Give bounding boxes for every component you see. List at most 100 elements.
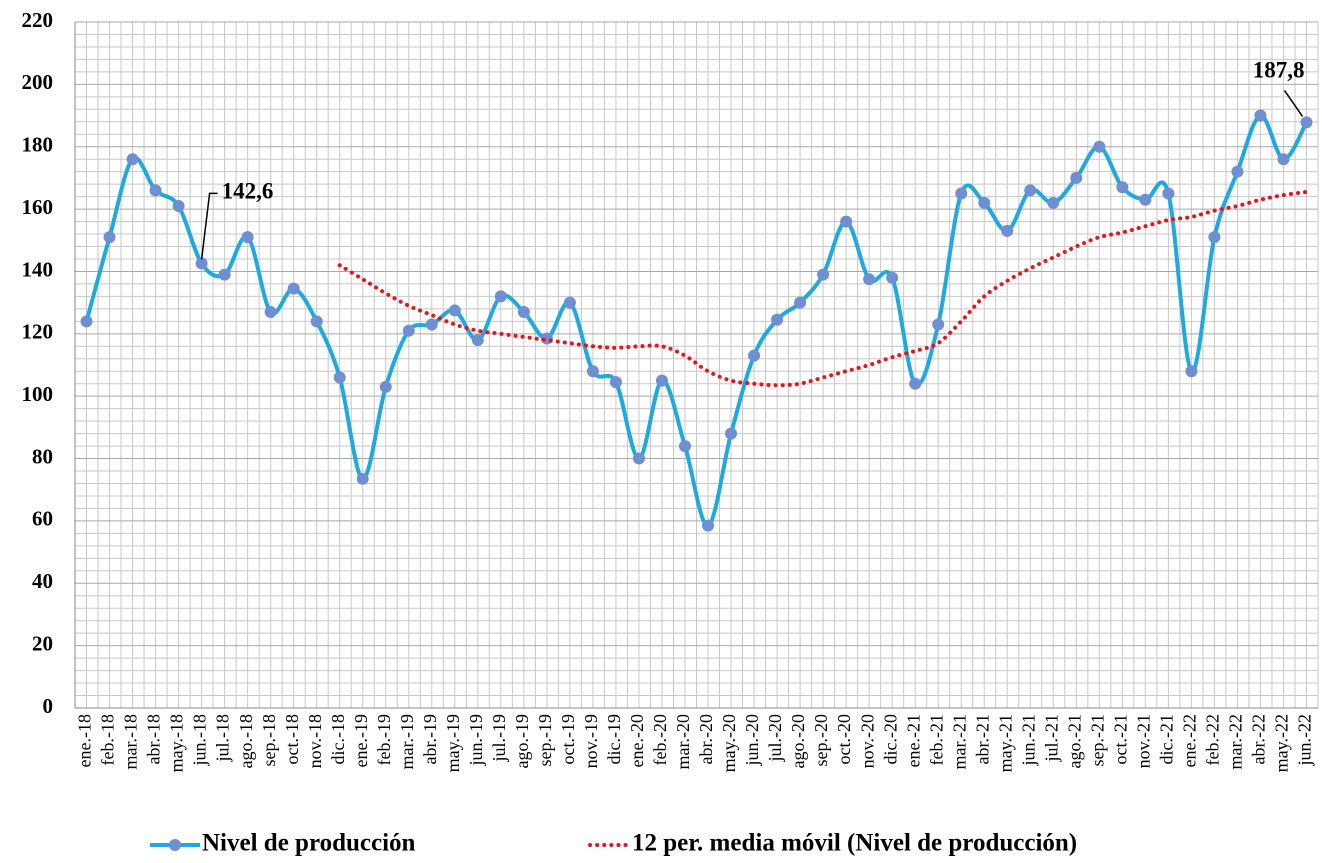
x-tick-label: ago.-19 — [512, 714, 532, 768]
marker — [517, 305, 530, 318]
marker — [609, 376, 622, 389]
marker — [909, 377, 922, 390]
data-label: 187,8 — [1253, 58, 1305, 83]
marker — [195, 257, 208, 270]
y-tick-label: 160 — [22, 195, 54, 219]
marker — [771, 313, 784, 326]
marker — [287, 282, 300, 295]
x-tick-label: mar.-22 — [1226, 714, 1246, 770]
marker — [149, 184, 162, 197]
x-tick-label: mar.-18 — [121, 714, 141, 770]
marker — [172, 199, 185, 212]
x-tick-label: ene.-19 — [351, 714, 371, 767]
marker — [1139, 193, 1152, 206]
marker — [840, 215, 853, 228]
y-tick-label: 180 — [22, 133, 54, 157]
x-tick-label: feb.-18 — [98, 714, 118, 765]
x-tick-label: may.-22 — [1272, 714, 1292, 772]
x-tick-label: nov.-20 — [857, 714, 877, 768]
marker — [1277, 153, 1290, 166]
label-leader — [1283, 89, 1304, 117]
x-tick-label: jun.-19 — [466, 714, 486, 767]
marker — [978, 196, 991, 209]
x-tick-label: abr.-19 — [420, 714, 440, 764]
marker — [794, 296, 807, 309]
marker — [264, 305, 277, 318]
x-tick-label: dic.-21 — [1157, 714, 1177, 764]
x-tick-label: may.-18 — [167, 714, 187, 772]
marker — [1300, 116, 1313, 129]
x-tick-label: jun.-22 — [1295, 714, 1315, 767]
marker — [1001, 224, 1014, 237]
marker — [1185, 365, 1198, 378]
x-tick-label: jun.-20 — [742, 714, 762, 767]
marker — [817, 268, 830, 281]
x-tick-label: ene.-18 — [75, 714, 95, 767]
marker — [1208, 231, 1221, 244]
marker — [1231, 165, 1244, 178]
x-tick-label: abr.-18 — [144, 714, 164, 764]
marker — [955, 187, 968, 200]
marker — [886, 271, 899, 284]
marker — [655, 374, 668, 387]
x-tick-label: jul.-20 — [765, 714, 785, 763]
legend-label: Nivel de producción — [202, 830, 416, 857]
marker — [103, 231, 116, 244]
x-tick-label: sep.-18 — [259, 714, 279, 767]
x-tick-label: dic.-19 — [604, 714, 624, 764]
x-tick-label: mar.-20 — [673, 714, 693, 770]
x-tick-label: jun.-18 — [190, 714, 210, 767]
x-tick-label: feb.-19 — [374, 714, 394, 765]
x-tick-label: sep.-19 — [535, 714, 555, 767]
data-label: 142,6 — [222, 179, 274, 204]
marker — [241, 231, 254, 244]
x-tick-label: ene.-22 — [1180, 714, 1200, 767]
label-leader — [200, 192, 218, 260]
marker — [310, 315, 323, 328]
x-tick-label: jul.-19 — [489, 714, 509, 763]
x-tick-label: jun.-21 — [1018, 714, 1038, 767]
marker — [425, 318, 438, 331]
x-tick-label: ene.-21 — [903, 714, 923, 767]
marker — [932, 318, 945, 331]
marker — [1070, 171, 1083, 184]
x-tick-label: may.-21 — [995, 714, 1015, 772]
x-tick-label: feb.-22 — [1203, 714, 1223, 765]
marker — [863, 273, 876, 286]
series-line — [337, 189, 1309, 388]
marker — [126, 153, 139, 166]
x-tick-label: sep.-21 — [1087, 714, 1107, 767]
marker — [402, 324, 415, 337]
x-tick-label: nov.-19 — [581, 714, 601, 768]
x-tick-label: oct.-21 — [1110, 714, 1130, 764]
y-tick-label: 200 — [22, 70, 54, 94]
x-tick-label: abr.-22 — [1249, 714, 1269, 764]
marker — [333, 371, 346, 384]
x-tick-label: jul.-18 — [213, 714, 233, 763]
marker — [379, 380, 392, 393]
x-tick-label: mar.-19 — [397, 714, 417, 770]
marker — [702, 519, 715, 532]
x-tick-label: nov.-21 — [1133, 714, 1153, 768]
marker — [471, 334, 484, 347]
marker — [494, 290, 507, 303]
x-tick-label: may.-20 — [719, 714, 739, 772]
x-tick-label: ago.-18 — [236, 714, 256, 768]
x-tick-label: ago.-20 — [788, 714, 808, 768]
x-tick-label: oct.-18 — [282, 714, 302, 764]
marker — [1254, 109, 1267, 122]
x-tick-label: nov.-18 — [305, 714, 325, 768]
x-tick-label: mar.-21 — [949, 714, 969, 770]
marker — [80, 315, 93, 328]
x-tick-label: oct.-20 — [834, 714, 854, 764]
legend-marker — [169, 839, 181, 851]
marker — [563, 296, 576, 309]
legend-label: 12 per. media móvil (Nivel de producción… — [632, 830, 1077, 857]
x-tick-label: ene.-20 — [627, 714, 647, 767]
y-tick-label: 140 — [22, 257, 54, 281]
y-tick-label: 100 — [22, 382, 54, 406]
marker — [748, 349, 761, 362]
marker — [1162, 187, 1175, 200]
marker — [1047, 196, 1060, 209]
